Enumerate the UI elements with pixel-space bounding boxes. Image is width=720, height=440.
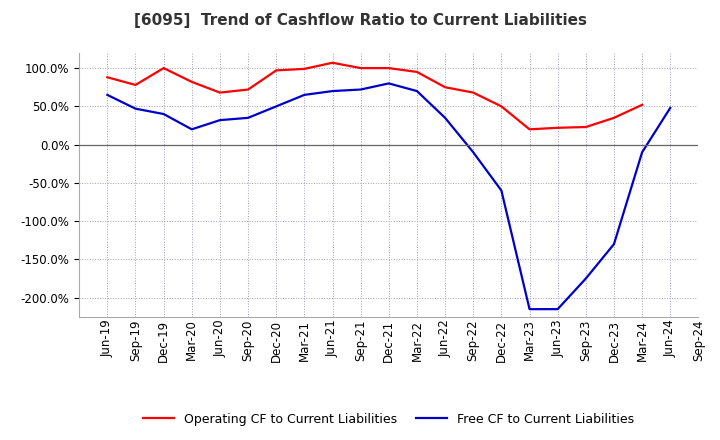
Operating CF to Current Liabilities [441, 84, 449, 90]
Free CF to Current Liabilities [610, 242, 618, 247]
Operating CF to Current Liabilities [187, 79, 196, 84]
Operating CF to Current Liabilities [384, 66, 393, 71]
Free CF to Current Liabilities [525, 307, 534, 312]
Line: Operating CF to Current Liabilities: Operating CF to Current Liabilities [107, 63, 642, 129]
Operating CF to Current Liabilities [582, 125, 590, 130]
Free CF to Current Liabilities [469, 150, 477, 155]
Free CF to Current Liabilities [497, 188, 505, 193]
Operating CF to Current Liabilities [103, 75, 112, 80]
Operating CF to Current Liabilities [328, 60, 337, 66]
Operating CF to Current Liabilities [413, 69, 421, 74]
Free CF to Current Liabilities [272, 104, 281, 109]
Operating CF to Current Liabilities [356, 66, 365, 71]
Free CF to Current Liabilities [441, 115, 449, 121]
Free CF to Current Liabilities [554, 307, 562, 312]
Operating CF to Current Liabilities [525, 127, 534, 132]
Free CF to Current Liabilities [666, 105, 675, 110]
Operating CF to Current Liabilities [215, 90, 224, 95]
Free CF to Current Liabilities [328, 88, 337, 94]
Operating CF to Current Liabilities [131, 82, 140, 88]
Free CF to Current Liabilities [103, 92, 112, 98]
Free CF to Current Liabilities [638, 150, 647, 155]
Line: Free CF to Current Liabilities: Free CF to Current Liabilities [107, 84, 670, 309]
Text: [6095]  Trend of Cashflow Ratio to Current Liabilities: [6095] Trend of Cashflow Ratio to Curren… [133, 13, 587, 28]
Operating CF to Current Liabilities [300, 66, 309, 72]
Free CF to Current Liabilities [413, 88, 421, 94]
Operating CF to Current Liabilities [272, 68, 281, 73]
Operating CF to Current Liabilities [244, 87, 253, 92]
Free CF to Current Liabilities [300, 92, 309, 98]
Free CF to Current Liabilities [244, 115, 253, 121]
Free CF to Current Liabilities [356, 87, 365, 92]
Free CF to Current Liabilities [159, 111, 168, 117]
Legend: Operating CF to Current Liabilities, Free CF to Current Liabilities: Operating CF to Current Liabilities, Fre… [138, 407, 639, 430]
Operating CF to Current Liabilities [497, 104, 505, 109]
Operating CF to Current Liabilities [159, 66, 168, 71]
Free CF to Current Liabilities [131, 106, 140, 111]
Operating CF to Current Liabilities [469, 90, 477, 95]
Free CF to Current Liabilities [582, 276, 590, 281]
Free CF to Current Liabilities [215, 117, 224, 123]
Free CF to Current Liabilities [187, 127, 196, 132]
Operating CF to Current Liabilities [638, 102, 647, 107]
Operating CF to Current Liabilities [610, 115, 618, 121]
Free CF to Current Liabilities [384, 81, 393, 86]
Operating CF to Current Liabilities [554, 125, 562, 130]
